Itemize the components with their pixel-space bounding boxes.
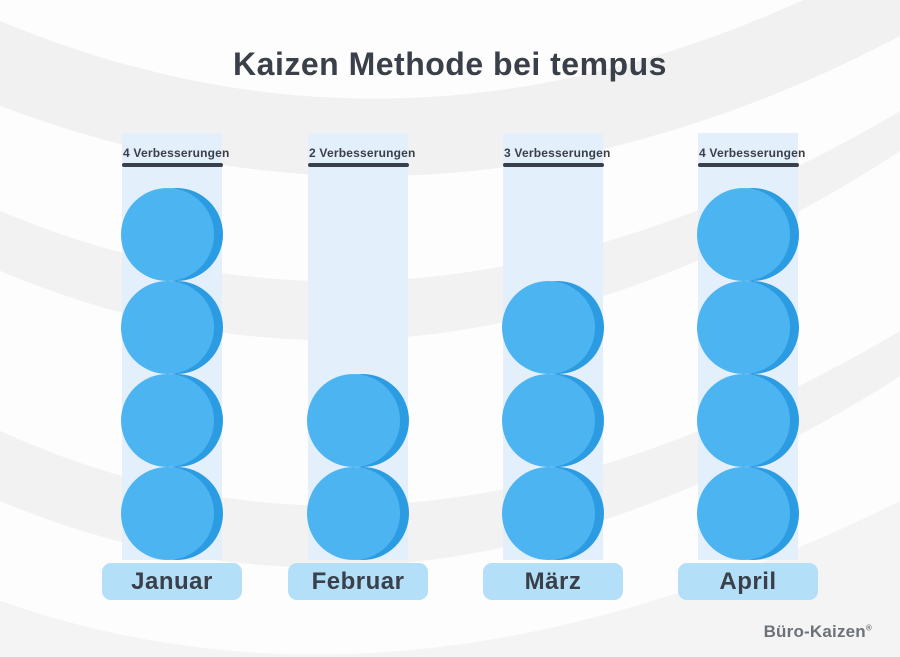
column-header: 2 Verbesserungen bbox=[308, 133, 416, 167]
circle-face bbox=[502, 467, 595, 560]
circle-face bbox=[697, 374, 790, 467]
improvement-circle bbox=[502, 281, 604, 374]
improvement-circle bbox=[697, 281, 799, 374]
circle-stack bbox=[697, 188, 799, 560]
circle-face bbox=[121, 374, 214, 467]
month-pill: April bbox=[678, 563, 818, 600]
improvement-circle bbox=[307, 467, 409, 560]
circle-face bbox=[307, 467, 400, 560]
column-header: 3 Verbesserungen bbox=[503, 133, 611, 167]
improvement-circle bbox=[307, 374, 409, 467]
month-pill: März bbox=[483, 563, 623, 600]
circle-face bbox=[502, 281, 595, 374]
improvement-circle bbox=[697, 374, 799, 467]
circle-face bbox=[307, 374, 400, 467]
improvement-circle bbox=[697, 188, 799, 281]
month-pill: Februar bbox=[288, 563, 428, 600]
circle-stack bbox=[121, 188, 223, 560]
circle-face bbox=[697, 188, 790, 281]
month-column-april: 4 Verbesserungen April bbox=[678, 133, 818, 600]
brand-logo: Büro-Kaizen® bbox=[764, 622, 872, 642]
label-underline bbox=[503, 163, 604, 167]
month-label: April bbox=[719, 567, 777, 595]
label-underline bbox=[122, 163, 223, 167]
improvement-count-label: 4 Verbesserungen bbox=[699, 146, 806, 160]
column-track: 4 Verbesserungen bbox=[121, 133, 230, 560]
registered-mark: ® bbox=[865, 623, 872, 633]
improvement-circle bbox=[502, 467, 604, 560]
circle-face bbox=[502, 374, 595, 467]
column-track: 2 Verbesserungen bbox=[307, 133, 416, 560]
circle-stack bbox=[307, 374, 409, 560]
month-pill: Januar bbox=[102, 563, 242, 600]
label-underline bbox=[698, 163, 799, 167]
month-label: März bbox=[524, 567, 582, 595]
month-label: Februar bbox=[311, 567, 405, 595]
circle-face bbox=[697, 281, 790, 374]
improvement-count-label: 2 Verbesserungen bbox=[309, 146, 416, 160]
month-column-januar: 4 Verbesserungen Januar bbox=[102, 133, 242, 600]
brand-name: Büro-Kaizen bbox=[763, 622, 866, 641]
page-title: Kaizen Methode bei tempus bbox=[233, 46, 667, 82]
column-track: 4 Verbesserungen bbox=[697, 133, 806, 560]
improvement-circle bbox=[121, 374, 223, 467]
improvement-circle bbox=[697, 467, 799, 560]
improvement-circle bbox=[121, 281, 223, 374]
circle-face bbox=[121, 281, 214, 374]
circle-face bbox=[121, 188, 214, 281]
month-label: Januar bbox=[131, 567, 213, 595]
improvement-count-label: 4 Verbesserungen bbox=[123, 146, 230, 160]
label-underline bbox=[308, 163, 409, 167]
month-column-maerz: 3 Verbesserungen März bbox=[483, 133, 623, 600]
improvement-circle bbox=[121, 467, 223, 560]
improvement-count-label: 3 Verbesserungen bbox=[504, 146, 611, 160]
column-header: 4 Verbesserungen bbox=[122, 133, 230, 167]
circle-face bbox=[697, 467, 790, 560]
column-track: 3 Verbesserungen bbox=[502, 133, 611, 560]
circle-stack bbox=[502, 281, 604, 560]
improvement-circle bbox=[502, 374, 604, 467]
improvement-circle bbox=[121, 188, 223, 281]
month-column-februar: 2 Verbesserungen Februar bbox=[288, 133, 428, 600]
circle-face bbox=[121, 467, 214, 560]
column-header: 4 Verbesserungen bbox=[698, 133, 806, 167]
